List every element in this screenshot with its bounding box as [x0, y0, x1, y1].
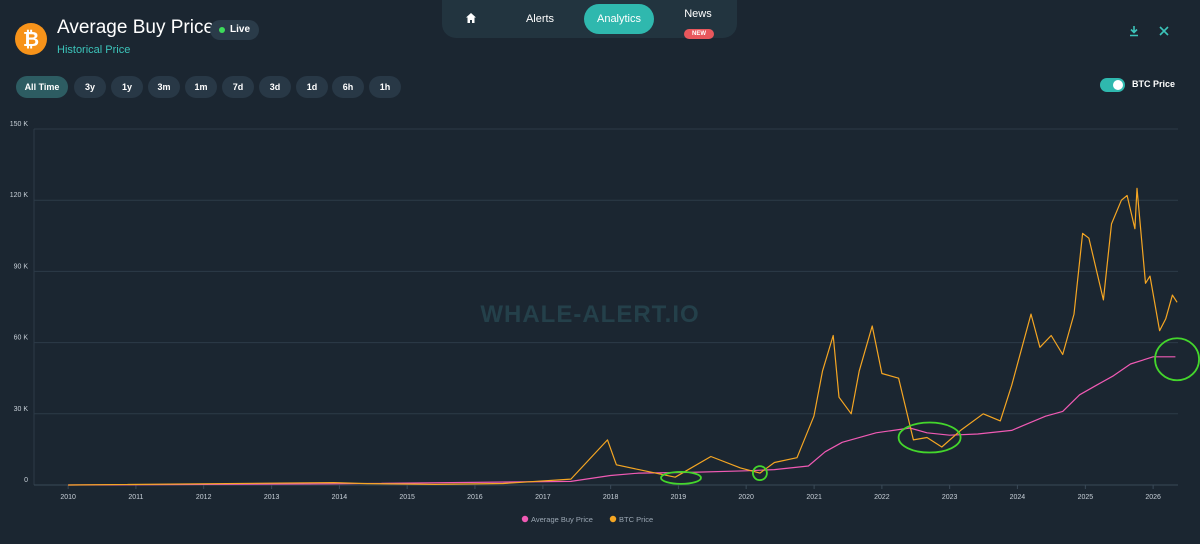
- x-tick-label: 2020: [738, 494, 754, 501]
- legend-btc-price-marker: [609, 515, 617, 523]
- toggle-knob: [1113, 80, 1123, 90]
- y-tick-label: 120 K: [10, 192, 29, 199]
- legend-btc-price-label: BTC Price: [619, 515, 653, 524]
- series-average-buy-price-line: [68, 356, 1176, 486]
- chart-gridlines: [33, 128, 1178, 486]
- top-navigation: Alerts Analytics News NEW: [442, 0, 737, 39]
- y-tick-label: 150 K: [10, 121, 29, 128]
- x-tick-label: 2017: [535, 494, 551, 501]
- range-3d-button[interactable]: 3d: [259, 76, 291, 98]
- btc-price-toggle-label: BTC Price: [1132, 79, 1176, 89]
- close-icon[interactable]: [1155, 22, 1173, 40]
- x-tick-label: 2013: [264, 494, 280, 501]
- x-axis-ticks: 2010 2011 2012 2013 2014 2015 2016 2017 2018 2019…: [60, 485, 1161, 501]
- x-tick-label: 2010: [60, 494, 76, 501]
- x-tick-label: 2012: [196, 494, 212, 501]
- btc-price-toggle[interactable]: [1100, 78, 1125, 92]
- x-tick-label: 2025: [1078, 494, 1094, 501]
- y-tick-label: 90 K: [14, 263, 29, 270]
- range-3y-button[interactable]: 3y: [74, 76, 106, 98]
- page-title: Average Buy Price: [57, 17, 215, 38]
- range-6h-button[interactable]: 6h: [332, 76, 364, 98]
- live-dot-icon: [219, 27, 225, 33]
- x-tick-label: 2015: [399, 494, 415, 501]
- page-subtitle: Historical Price: [57, 44, 131, 56]
- range-3m-button[interactable]: 3m: [148, 76, 180, 98]
- legend-average-buy-price-label: Average Buy Price: [531, 515, 593, 524]
- range-1m-button[interactable]: 1m: [185, 76, 217, 98]
- live-label: Live: [230, 24, 251, 35]
- series-btc-price-line: [68, 187, 1178, 486]
- chart-annotations: [660, 337, 1200, 485]
- nav-news-tab[interactable]: News: [684, 8, 712, 20]
- news-new-badge: NEW: [684, 29, 714, 39]
- x-tick-label: 2021: [806, 494, 822, 501]
- highlight-circle: [660, 470, 702, 485]
- range-1d-button[interactable]: 1d: [296, 76, 328, 98]
- x-tick-label: 2022: [874, 494, 890, 501]
- range-1y-button[interactable]: 1y: [111, 76, 143, 98]
- download-icon[interactable]: [1125, 22, 1143, 40]
- nav-alerts-tab[interactable]: Alerts: [525, 13, 555, 25]
- live-badge: Live: [210, 20, 260, 40]
- range-1h-button[interactable]: 1h: [369, 76, 401, 98]
- y-tick-label: 30 K: [14, 406, 29, 413]
- x-tick-label: 2016: [467, 494, 483, 501]
- legend-average-buy-price-marker: [521, 515, 529, 523]
- x-tick-label: 2011: [128, 494, 143, 501]
- nav-home-button[interactable]: [454, 4, 488, 34]
- highlight-circle: [752, 465, 768, 482]
- y-axis-ticks: 0 30 K 60 K 90 K 120 K 150 K: [10, 121, 29, 484]
- highlight-circle: [897, 421, 962, 454]
- x-tick-label: 2014: [332, 494, 348, 501]
- watermark: WHALE-ALERT.IO: [480, 301, 699, 328]
- chart-legend: Average Buy Price BTC Price: [521, 515, 653, 524]
- x-tick-label: 2026: [1145, 494, 1161, 501]
- x-tick-label: 2019: [671, 494, 687, 501]
- y-tick-label: 60 K: [14, 335, 29, 342]
- bitcoin-logo-icon: ₿: [15, 23, 47, 55]
- x-tick-label: 2018: [603, 494, 619, 501]
- range-all-time-button[interactable]: All Time: [16, 76, 68, 98]
- x-tick-label: 2023: [942, 494, 958, 501]
- chart-series: [68, 187, 1178, 486]
- nav-analytics-tab[interactable]: Analytics: [584, 4, 654, 34]
- home-icon: [466, 13, 476, 23]
- range-7d-button[interactable]: 7d: [222, 76, 254, 98]
- x-tick-label: 2024: [1010, 494, 1026, 501]
- highlight-circle: [1154, 337, 1200, 382]
- y-tick-label: 0: [24, 477, 28, 484]
